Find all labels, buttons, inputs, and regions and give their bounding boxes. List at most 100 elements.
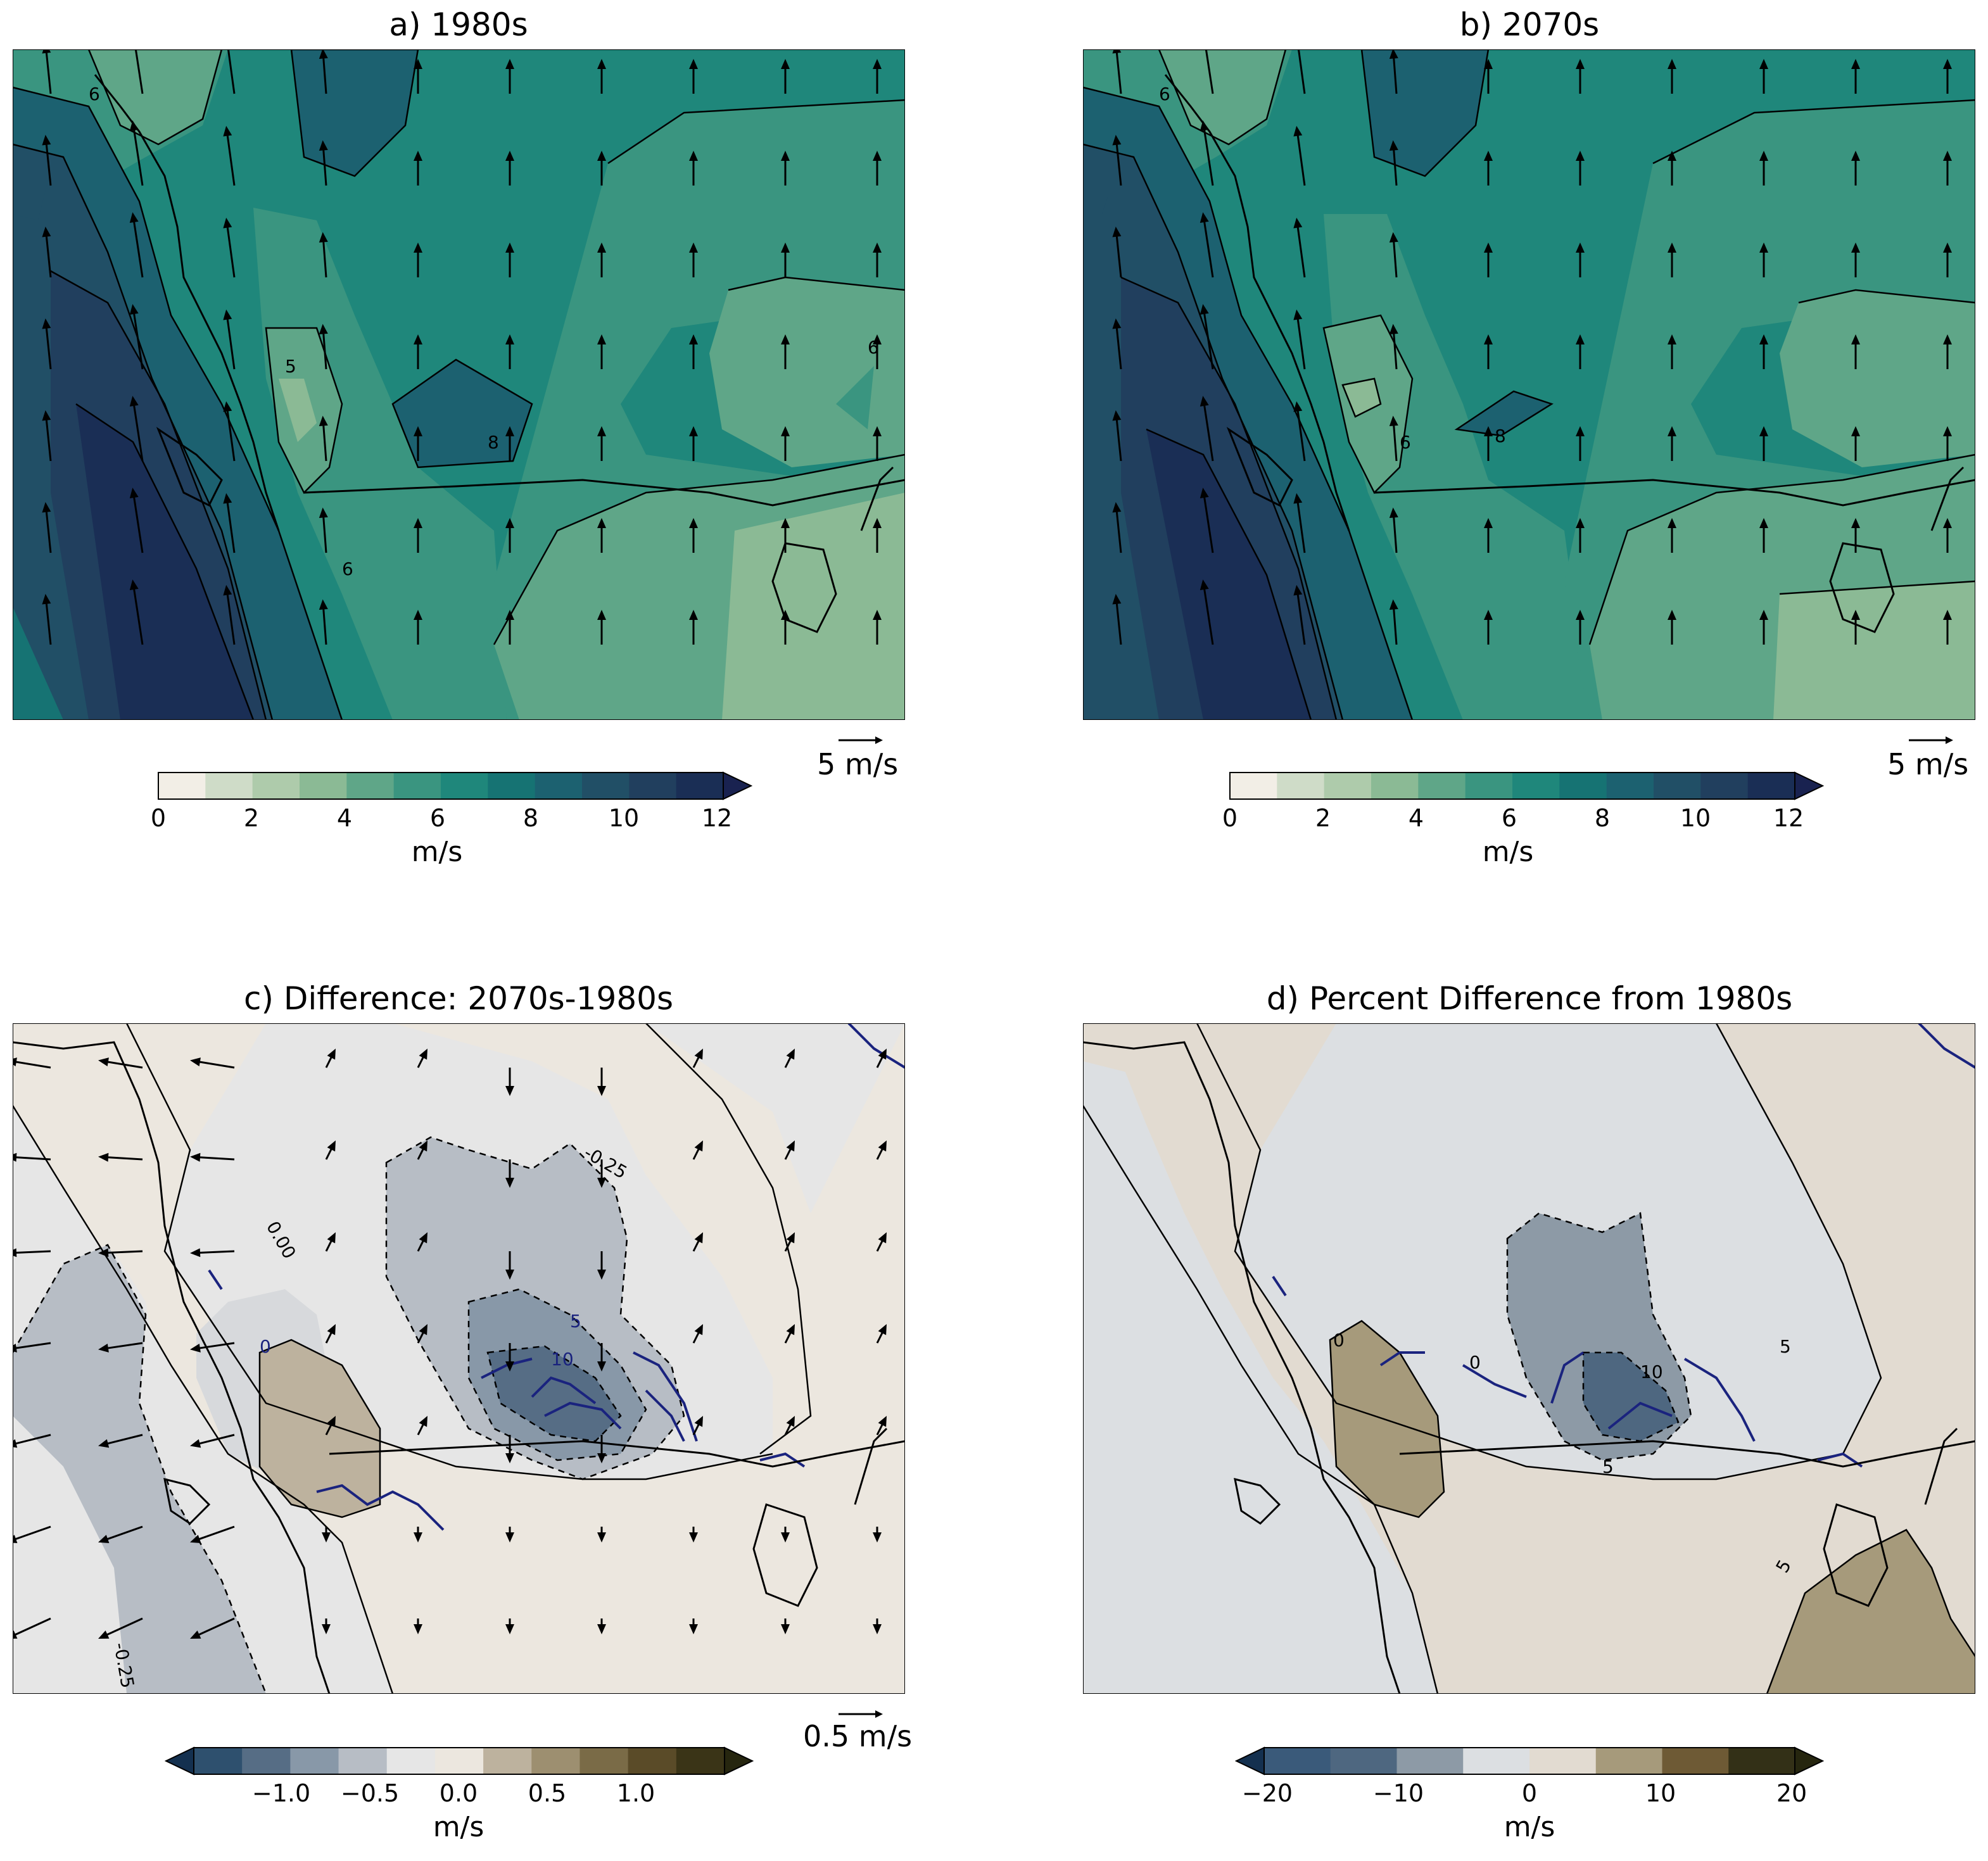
wind-vector-shaft (226, 224, 236, 278)
wind-vector-head (13, 1534, 18, 1544)
wind-vector-shaft (132, 126, 144, 186)
panel-d-title: d) Percent Difference from 1980s (1266, 980, 1793, 1017)
wind-vector-shaft (45, 416, 52, 462)
panel-d-field-region (1083, 1023, 1197, 1099)
wind-vector-head (878, 1416, 887, 1427)
wind-vector-head (98, 1152, 109, 1162)
wind-vector-shaft (226, 132, 236, 186)
wind-vector-head (190, 1630, 201, 1639)
colorbar-swatch (252, 773, 300, 799)
wind-vector-shaft (1203, 310, 1214, 370)
wind-vector-head (414, 243, 422, 253)
wind-vector-shaft (13, 1250, 51, 1254)
panel-a-field-region (279, 379, 317, 442)
wind-vector-head (689, 59, 698, 69)
wind-vector-head (1293, 584, 1303, 596)
wind-vector-shaft (322, 54, 327, 94)
wind-vector-shaft (45, 141, 52, 186)
wind-vector-shaft (45, 508, 52, 553)
wind-vector-shaft (13, 1342, 51, 1350)
wind-vector-head (878, 1232, 887, 1244)
wind-vector-head (1851, 610, 1860, 620)
panel-a-field-region (722, 493, 905, 720)
wind-vector-head (1851, 243, 1860, 253)
wind-vector-head (505, 1086, 514, 1096)
wind-vector-head (1759, 243, 1768, 253)
panel-b-field-region (1780, 290, 1975, 467)
panel-b-contour-label: 8 (1495, 426, 1506, 446)
wind-vector-head (786, 1232, 795, 1244)
colorbar-swatch (1230, 773, 1277, 799)
wind-vector-shaft (195, 1525, 235, 1541)
wind-vector-head (1200, 304, 1209, 315)
colorbar-swatch (1463, 1748, 1530, 1774)
wind-vector-head (1759, 151, 1768, 161)
wind-vector-shaft (1296, 224, 1306, 278)
colorbar-swatch (346, 773, 395, 799)
panel-d-cbar-tick: −20 (1241, 1779, 1293, 1807)
panel-a-field-region (836, 366, 874, 429)
wind-vector-shaft (13, 1434, 51, 1446)
wind-vector-head (1112, 593, 1122, 605)
colorbar-swatch (483, 1748, 532, 1774)
wind-vector-head (689, 334, 698, 344)
wind-vector-head (873, 1532, 882, 1542)
colorbar-swatch (1330, 1748, 1397, 1774)
wind-vector-head (419, 1049, 427, 1060)
wind-vector-head (1112, 134, 1122, 146)
wind-vector-head (1576, 243, 1585, 253)
panel-c-cbar-tick: 0.0 (439, 1779, 478, 1807)
wind-vector-shaft (1115, 232, 1122, 278)
panel-c-field-region (488, 1346, 621, 1441)
panel-c-cbar-tick: 0.5 (528, 1779, 567, 1807)
wind-vector-head (505, 59, 514, 69)
wind-vector-head (42, 134, 51, 146)
wind-vector-shaft (132, 493, 144, 553)
wind-vector-head (597, 151, 606, 161)
wind-vector-shaft (1296, 132, 1306, 186)
colorbar-swatch (1700, 773, 1749, 799)
wind-vector-head (1389, 140, 1398, 151)
wind-vector-head (327, 1140, 336, 1152)
panel-b-contour-label: 6 (1400, 432, 1411, 453)
wind-vector-shaft (45, 232, 52, 278)
wind-vector-head (694, 1049, 703, 1060)
panel-d-coastline (1083, 1041, 1975, 1694)
wind-vector-head (98, 1344, 109, 1353)
colorbar-swatch (242, 1748, 291, 1774)
panel-a-contour-label: 8 (488, 432, 499, 453)
wind-vector-head (1759, 59, 1768, 69)
wind-vector-head (1293, 125, 1303, 137)
panel-d-contour-label: 0 (1333, 1330, 1345, 1351)
wind-vector-shaft (1392, 514, 1398, 553)
panel-b-title: b) 2070s (1459, 6, 1600, 43)
panel-d-cbar-tick: 0 (1521, 1779, 1538, 1807)
wind-vector-shaft (1297, 49, 1306, 94)
wind-vector-head (98, 1534, 110, 1544)
wind-vector-head (42, 49, 51, 54)
panel-a-cbar-tick: 8 (522, 804, 539, 832)
panel-a-ref-arrow (839, 736, 883, 744)
panel-a-map: 6 5 8 6 6 (13, 49, 905, 720)
panel-b-cbar-tick: 0 (1222, 804, 1238, 832)
wind-vector-head (1484, 151, 1493, 161)
panel-a-title: a) 1980s (389, 6, 528, 43)
colorbar-swatch (676, 773, 724, 799)
wind-vector-head (1484, 518, 1493, 528)
wind-vector-head (327, 1416, 336, 1427)
wind-vector-head (786, 1140, 795, 1152)
panel-a-field-region (13, 607, 63, 720)
wind-vector-head (689, 426, 698, 436)
wind-vector-head (1668, 334, 1676, 344)
wind-vector-shaft (1115, 508, 1122, 553)
wind-vector-shaft (227, 49, 236, 94)
colorbar-extend-max (724, 1746, 754, 1776)
panel-b-map: 6 8 6 (1083, 49, 1975, 720)
wind-vector-head (42, 593, 51, 605)
wind-vector-head (322, 1532, 331, 1542)
wind-vector-head (223, 493, 232, 504)
wind-vector-head (129, 488, 139, 498)
wind-vector-head (1943, 334, 1952, 344)
wind-vector-head (597, 518, 606, 528)
panel-d-contour-label: 0 (1469, 1352, 1481, 1373)
